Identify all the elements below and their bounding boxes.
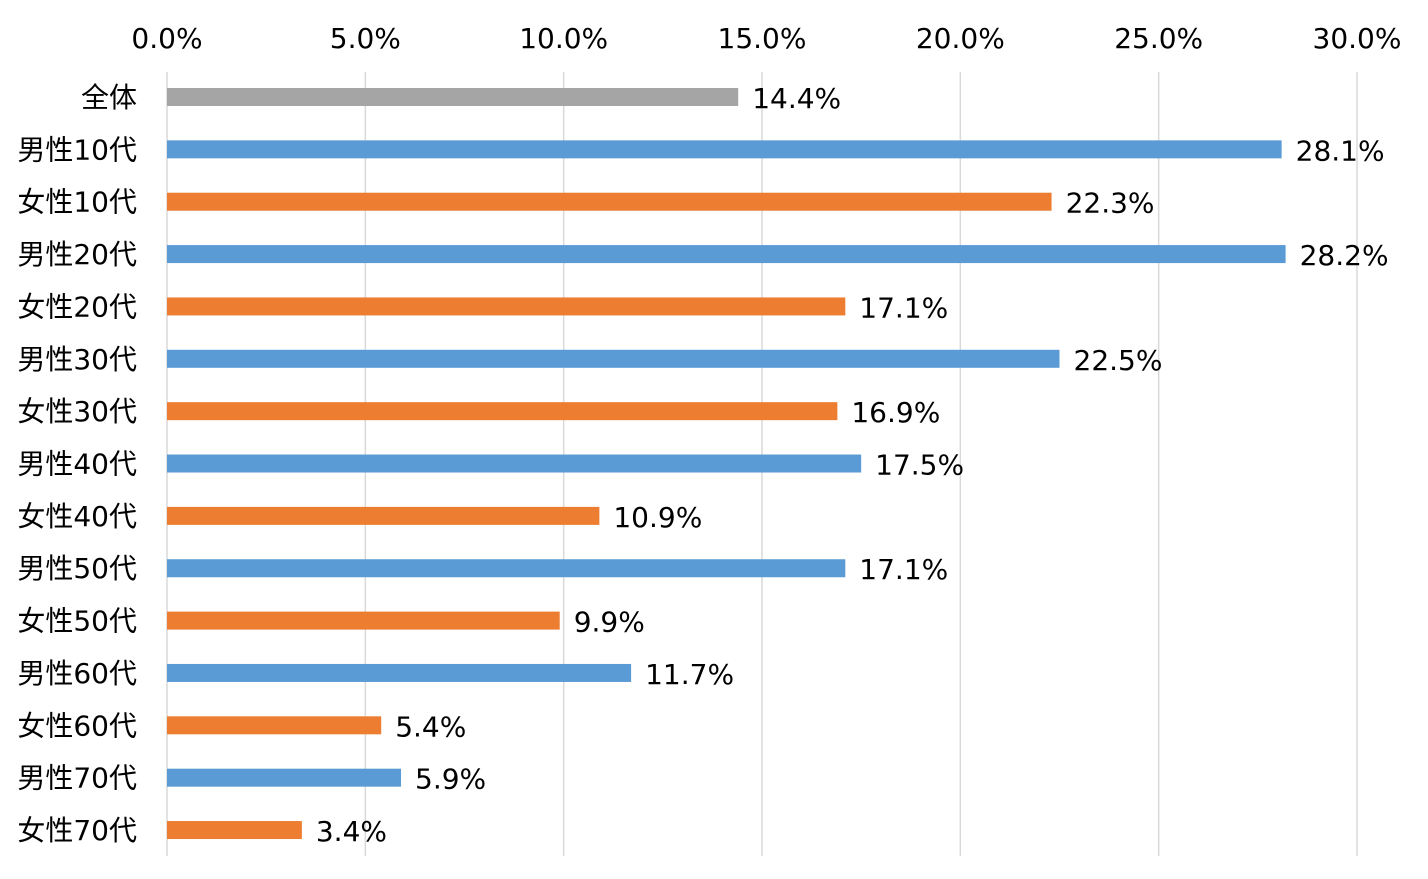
bar-female bbox=[167, 297, 846, 316]
data-label: 14.4% bbox=[752, 82, 841, 115]
category-label: 全体 bbox=[81, 81, 137, 114]
category-labels: 全体男性10代女性10代男性20代女性20代男性30代女性30代男性40代女性4… bbox=[17, 81, 137, 847]
data-label: 11.7% bbox=[645, 658, 734, 691]
x-tick-label: 25.0% bbox=[1114, 22, 1203, 55]
bar-total bbox=[167, 88, 739, 106]
bar-female bbox=[167, 611, 560, 630]
category-label: 男性30代 bbox=[17, 343, 137, 376]
x-tick-label: 15.0% bbox=[718, 22, 807, 55]
category-label: 女性40代 bbox=[17, 500, 137, 533]
data-label: 17.5% bbox=[875, 449, 964, 482]
category-label: 女性30代 bbox=[17, 395, 137, 428]
category-label: 女性10代 bbox=[17, 186, 137, 219]
bar-female bbox=[167, 716, 382, 735]
category-label: 女性60代 bbox=[17, 709, 137, 742]
data-label: 10.9% bbox=[613, 501, 702, 534]
x-tick-label: 10.0% bbox=[519, 22, 608, 55]
bar-male bbox=[167, 349, 1060, 368]
data-label: 9.9% bbox=[574, 606, 645, 639]
category-label: 男性40代 bbox=[17, 448, 137, 481]
category-label: 女性20代 bbox=[17, 290, 137, 323]
data-label: 5.9% bbox=[415, 763, 486, 796]
bars bbox=[167, 88, 1286, 840]
bar-male bbox=[167, 245, 1286, 264]
data-label: 22.3% bbox=[1066, 187, 1155, 220]
category-label: 男性60代 bbox=[17, 657, 137, 690]
data-label: 5.4% bbox=[395, 710, 466, 743]
data-label: 17.1% bbox=[859, 291, 948, 324]
data-label: 28.2% bbox=[1300, 239, 1389, 272]
x-tick-label: 0.0% bbox=[131, 22, 202, 55]
bar-male bbox=[167, 454, 862, 473]
category-label: 女性70代 bbox=[17, 814, 137, 847]
bar-female bbox=[167, 402, 838, 421]
x-tick-label: 30.0% bbox=[1313, 22, 1402, 55]
category-label: 男性70代 bbox=[17, 762, 137, 795]
data-label: 3.4% bbox=[316, 815, 387, 848]
bar-male bbox=[167, 559, 846, 578]
data-label: 22.5% bbox=[1074, 344, 1163, 377]
category-label: 男性10代 bbox=[17, 133, 137, 166]
bar-female bbox=[167, 192, 1052, 211]
x-tick-label: 5.0% bbox=[330, 22, 401, 55]
category-label: 女性50代 bbox=[17, 605, 137, 638]
data-label: 17.1% bbox=[859, 553, 948, 586]
bar-male bbox=[167, 140, 1282, 159]
bar-female bbox=[167, 506, 600, 525]
bar-male bbox=[167, 663, 632, 682]
data-label: 28.1% bbox=[1296, 134, 1385, 167]
category-label: 男性20代 bbox=[17, 238, 137, 271]
data-label: 16.9% bbox=[851, 396, 940, 429]
data-labels: 14.4% 28.1% 22.3% 28.2% 17.1% 22.5% 16.9% 17.5%… bbox=[316, 82, 1389, 848]
category-label: 男性50代 bbox=[17, 552, 137, 585]
bar-male bbox=[167, 768, 402, 787]
x-tick-label: 20.0% bbox=[916, 22, 1005, 55]
x-axis-ticks: 0.0% 5.0% 10.0% 15.0% 20.0% 25.0% 30.0% bbox=[131, 22, 1401, 55]
bar-female bbox=[167, 821, 302, 840]
